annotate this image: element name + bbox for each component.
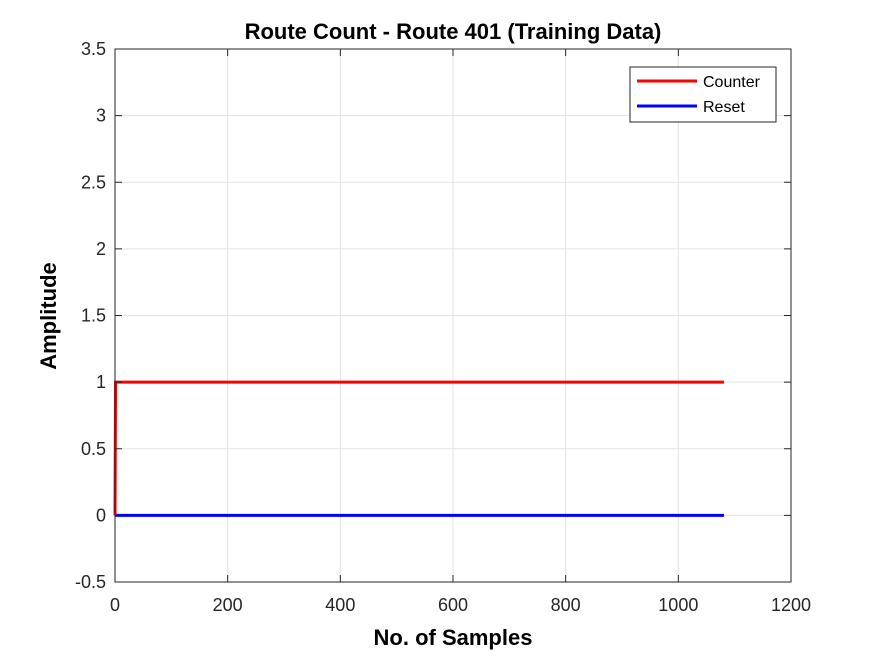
x-tick-label: 600 <box>438 595 468 615</box>
x-tick-label: 200 <box>213 595 243 615</box>
y-tick-label: 1 <box>96 372 106 392</box>
x-tick-label: 1200 <box>771 595 811 615</box>
y-tick-label: 0 <box>96 505 106 525</box>
y-axis-label: Amplitude <box>36 262 61 370</box>
y-tick-label: 3 <box>96 106 106 126</box>
y-tick-label: -0.5 <box>75 572 106 592</box>
x-tick-label: 400 <box>325 595 355 615</box>
legend: Counter Reset <box>629 66 777 123</box>
y-tick-label: 1.5 <box>81 306 106 326</box>
chart-title: Route Count - Route 401 (Training Data) <box>245 19 662 44</box>
legend-box <box>629 66 777 123</box>
legend-label-reset: Reset <box>703 99 745 116</box>
y-tick-label: 3.5 <box>81 39 106 59</box>
x-tick-label: 0 <box>110 595 120 615</box>
y-tick-label: 0.5 <box>81 439 106 459</box>
x-axis-label: No. of Samples <box>374 625 533 650</box>
y-tick-label: 2.5 <box>81 172 106 192</box>
axis-ticks: 0 200 400 600 800 1000 1200-0.500.511.522.533.… <box>75 39 811 615</box>
x-tick-label: 1000 <box>658 595 698 615</box>
y-tick-label: 2 <box>96 239 106 259</box>
legend-label-counter: Counter <box>703 74 761 91</box>
x-tick-label: 800 <box>551 595 581 615</box>
